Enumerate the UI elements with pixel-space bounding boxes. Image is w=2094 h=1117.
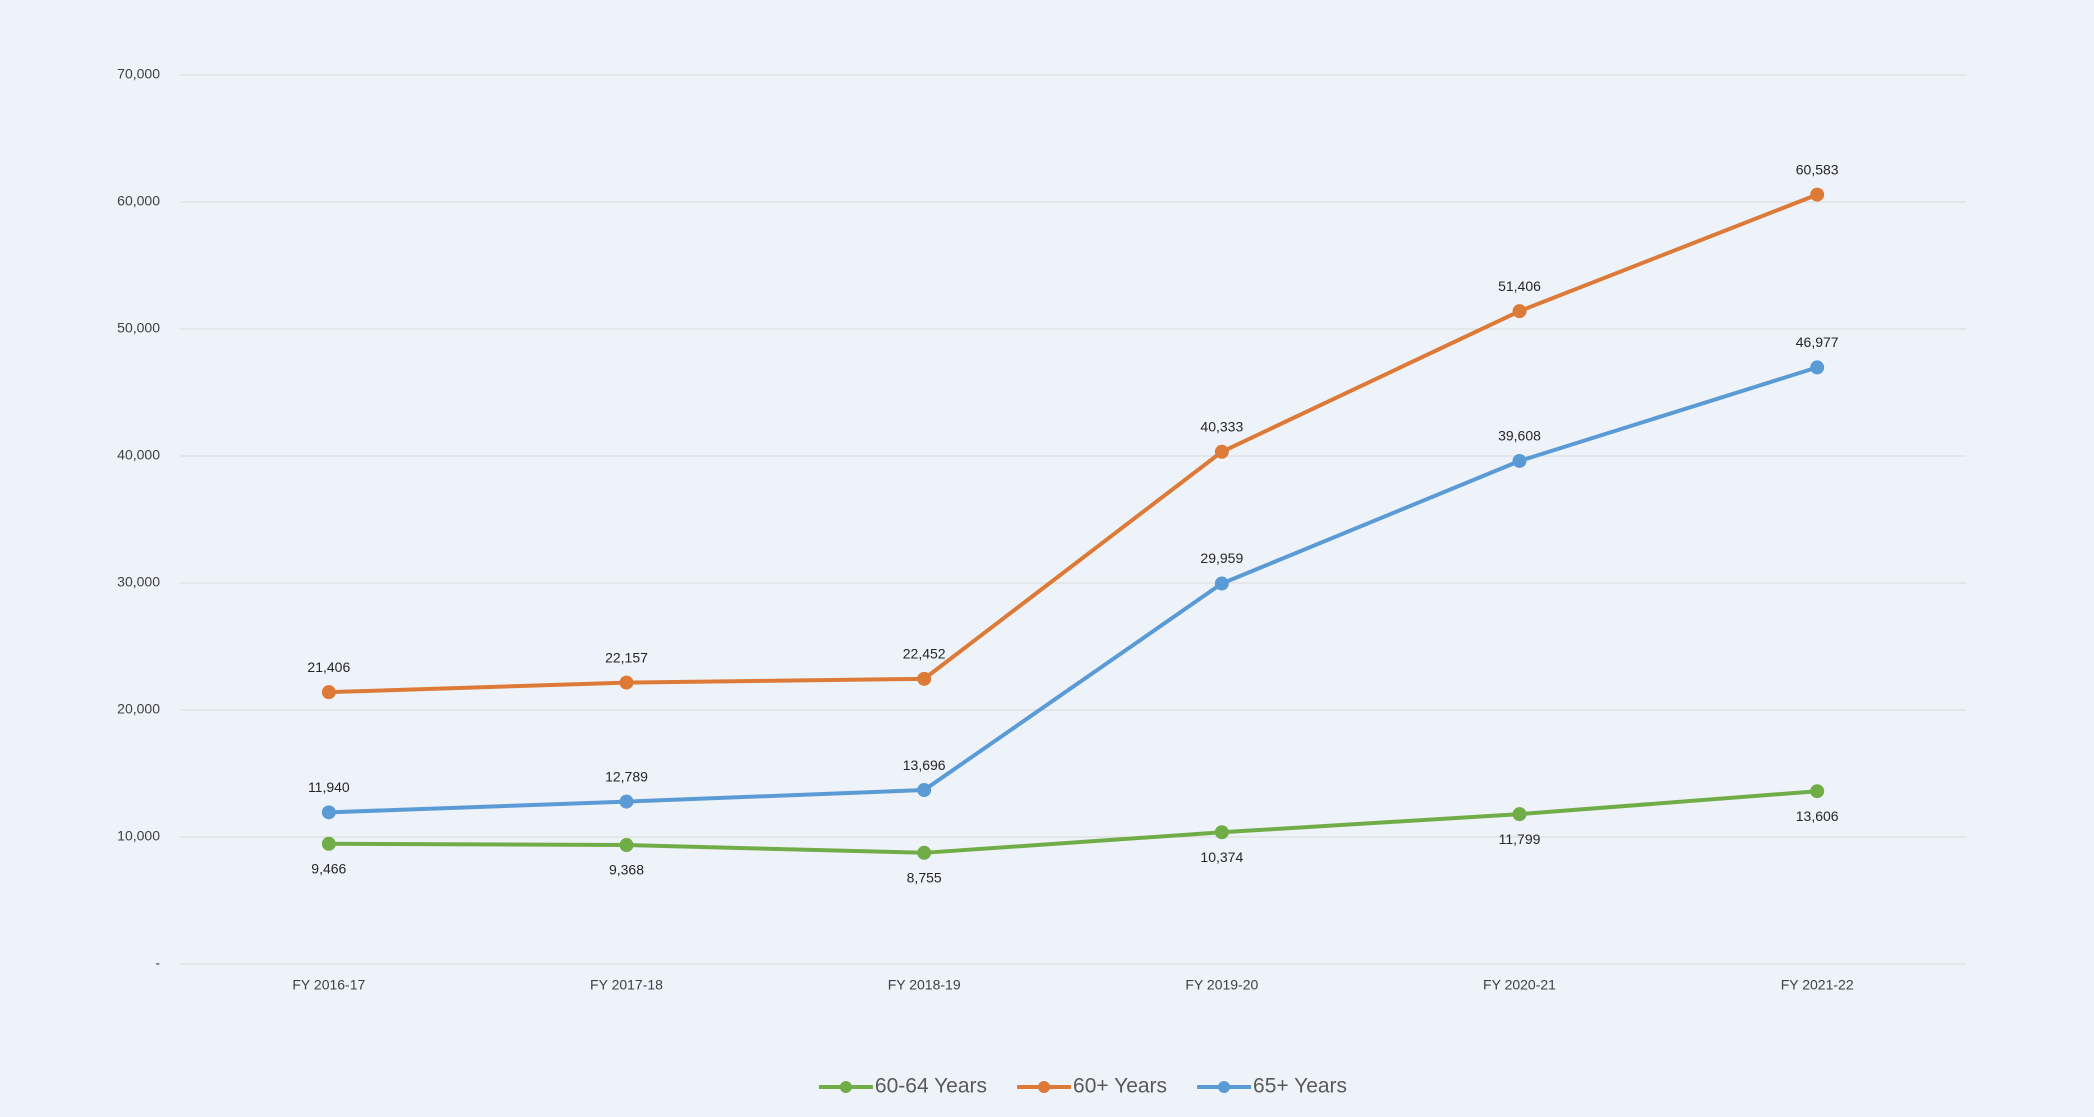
data-label: 22,452 bbox=[903, 646, 946, 662]
data-label: 51,406 bbox=[1498, 278, 1541, 294]
data-point bbox=[619, 794, 634, 809]
data-label: 10,374 bbox=[1200, 849, 1243, 865]
x-tick-label: FY 2019-20 bbox=[1185, 977, 1258, 993]
data-point bbox=[1512, 807, 1527, 822]
data-label: 8,755 bbox=[907, 870, 942, 886]
data-label: 46,977 bbox=[1796, 334, 1839, 350]
data-point bbox=[1810, 360, 1825, 375]
data-point bbox=[321, 805, 336, 820]
data-label: 13,606 bbox=[1796, 808, 1839, 824]
data-point bbox=[1810, 187, 1825, 202]
data-label: 29,959 bbox=[1200, 550, 1243, 566]
series-line bbox=[328, 192, 1818, 695]
y-tick-label: 40,000 bbox=[117, 447, 160, 463]
data-point bbox=[1512, 453, 1527, 468]
legend-marker bbox=[839, 1081, 852, 1093]
data-point bbox=[917, 845, 932, 860]
x-tick-label: FY 2018-19 bbox=[888, 977, 961, 993]
y-tick-label: 20,000 bbox=[117, 701, 160, 717]
data-label: 40,333 bbox=[1200, 418, 1243, 434]
y-tick-label: 60,000 bbox=[117, 193, 160, 209]
data-point bbox=[1214, 444, 1229, 459]
data-label: 13,696 bbox=[903, 757, 946, 773]
data-point bbox=[1810, 784, 1825, 799]
x-tick-label: FY 2016-17 bbox=[292, 977, 365, 993]
x-tick-label: FY 2017-18 bbox=[590, 977, 663, 993]
data-label: 11,799 bbox=[1499, 831, 1541, 847]
data-point bbox=[1512, 304, 1527, 319]
y-tick-label: 10,000 bbox=[117, 828, 160, 844]
data-label: 60,583 bbox=[1796, 161, 1839, 177]
y-tick-label: 30,000 bbox=[117, 574, 160, 590]
series-line bbox=[328, 365, 1818, 815]
legend-marker bbox=[1038, 1081, 1051, 1093]
data-point bbox=[619, 675, 634, 690]
data-point bbox=[619, 838, 634, 853]
data-label: 12,789 bbox=[605, 768, 648, 784]
data-label: 11,940 bbox=[308, 779, 350, 795]
data-point bbox=[321, 685, 336, 700]
legend-label: 65+ Years bbox=[1253, 1075, 1347, 1098]
y-tick-label: 50,000 bbox=[117, 320, 160, 336]
legend-marker bbox=[1218, 1081, 1231, 1093]
data-point bbox=[321, 836, 336, 851]
data-point bbox=[1214, 825, 1229, 840]
data-label: 39,608 bbox=[1498, 428, 1541, 444]
y-tick-label: 70,000 bbox=[117, 66, 160, 82]
x-tick-label: FY 2021-22 bbox=[1781, 977, 1854, 993]
x-tick-label: FY 2020-21 bbox=[1483, 977, 1556, 993]
series-line bbox=[328, 789, 1818, 855]
y-tick-label: - bbox=[155, 955, 160, 971]
data-label: 9,466 bbox=[311, 860, 346, 876]
legend-label: 60-64 Years bbox=[875, 1075, 987, 1098]
data-label: 9,368 bbox=[609, 862, 644, 878]
data-point bbox=[1214, 576, 1229, 591]
data-label: 22,157 bbox=[605, 649, 648, 665]
legend-label: 60+ Years bbox=[1073, 1075, 1167, 1098]
data-point bbox=[917, 783, 932, 798]
data-label: 21,406 bbox=[307, 659, 350, 675]
data-point bbox=[917, 671, 932, 686]
